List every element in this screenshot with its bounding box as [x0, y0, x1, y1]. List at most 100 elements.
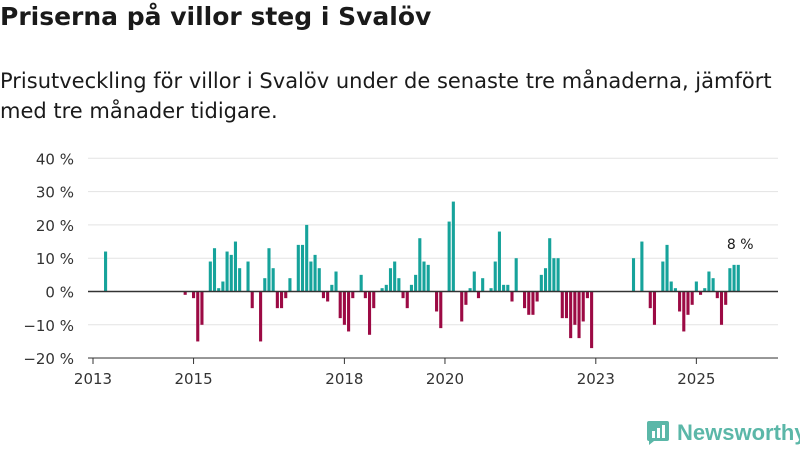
bar [472, 271, 476, 292]
bar [246, 261, 250, 292]
bar [686, 291, 690, 315]
bar [338, 291, 342, 319]
bar [556, 258, 560, 292]
bar [581, 291, 585, 322]
last-value-annotation: 8 % [727, 237, 754, 253]
y-tick-label: 0 % [45, 284, 74, 302]
bar [221, 281, 225, 292]
y-tick-label: −20 % [23, 350, 74, 368]
bar [435, 291, 439, 312]
bar [233, 241, 238, 292]
bar [468, 288, 472, 292]
x-tick-label: 2025 [677, 370, 715, 388]
bar [300, 244, 305, 292]
bar [497, 231, 501, 292]
bar [535, 291, 539, 302]
bar [719, 291, 724, 325]
bar [652, 291, 657, 325]
bar [296, 244, 300, 292]
bar [330, 284, 334, 292]
bar [217, 288, 221, 292]
bar [405, 291, 409, 309]
bar [192, 291, 196, 299]
bar [669, 281, 673, 292]
bar [351, 291, 355, 299]
bar [699, 291, 703, 295]
bar [271, 268, 275, 292]
bar [418, 238, 422, 292]
bar [196, 291, 200, 342]
bar [703, 288, 707, 292]
y-axis-labels: −20 % −10 % 0 % 10 % 20 % 30 % 40 % [23, 150, 74, 368]
bar [334, 271, 338, 292]
newsworthy-icon [647, 421, 669, 445]
y-tick-label: 20 % [36, 217, 74, 235]
bar [665, 244, 669, 292]
y-tick-label: 40 % [36, 150, 74, 168]
bar [678, 291, 682, 312]
bar [694, 281, 698, 292]
bar [711, 278, 715, 292]
bar [267, 248, 271, 292]
bar [275, 291, 279, 309]
bar [707, 271, 711, 292]
bar [280, 291, 284, 309]
bar [631, 258, 636, 292]
bar [183, 291, 187, 295]
bar [573, 291, 577, 325]
bar [439, 291, 443, 329]
bar [728, 268, 732, 292]
bar [447, 221, 451, 292]
x-tick-label: 2018 [325, 370, 363, 388]
bar [238, 268, 242, 292]
bar [422, 261, 426, 292]
bar [523, 291, 527, 309]
bar [476, 291, 481, 299]
bar [263, 278, 267, 292]
bar [531, 291, 535, 315]
bar [409, 284, 413, 292]
bar [313, 254, 317, 292]
bar [489, 288, 493, 292]
bar [372, 291, 376, 309]
bar [397, 278, 401, 292]
bar [502, 284, 506, 292]
bars [104, 201, 740, 349]
bar [661, 261, 665, 292]
bar [401, 291, 405, 299]
bar-chart: −20 %−10 %0 %10 %20 %30 %40 % 2013 2015 20… [23, 150, 778, 388]
bar [564, 291, 569, 319]
brand-name: Newsworthy [677, 420, 800, 445]
bar [367, 291, 372, 335]
bar [715, 291, 719, 299]
bar [548, 238, 552, 292]
bar [414, 274, 418, 292]
bar [552, 258, 556, 292]
bar [640, 241, 644, 292]
bar [284, 291, 288, 299]
bar [543, 268, 548, 292]
bar [250, 291, 254, 309]
bar [493, 261, 497, 292]
bar [342, 291, 346, 325]
bar [212, 248, 217, 292]
bar [309, 261, 313, 292]
bar [393, 261, 397, 292]
bar [569, 291, 573, 339]
chart-title: Priserna på villor steg i Svalöv [0, 2, 432, 31]
x-tick-label: 2020 [426, 370, 464, 388]
bar [539, 274, 543, 292]
bar [585, 291, 589, 299]
bar [208, 261, 212, 292]
bar [648, 291, 652, 309]
bar [481, 278, 485, 292]
bar [380, 288, 384, 292]
bar [673, 288, 677, 292]
bar [363, 291, 367, 299]
bar [451, 201, 455, 292]
bar [229, 254, 233, 292]
bar [426, 264, 430, 292]
bar [736, 264, 740, 292]
bar [527, 291, 531, 315]
bar [732, 264, 736, 292]
